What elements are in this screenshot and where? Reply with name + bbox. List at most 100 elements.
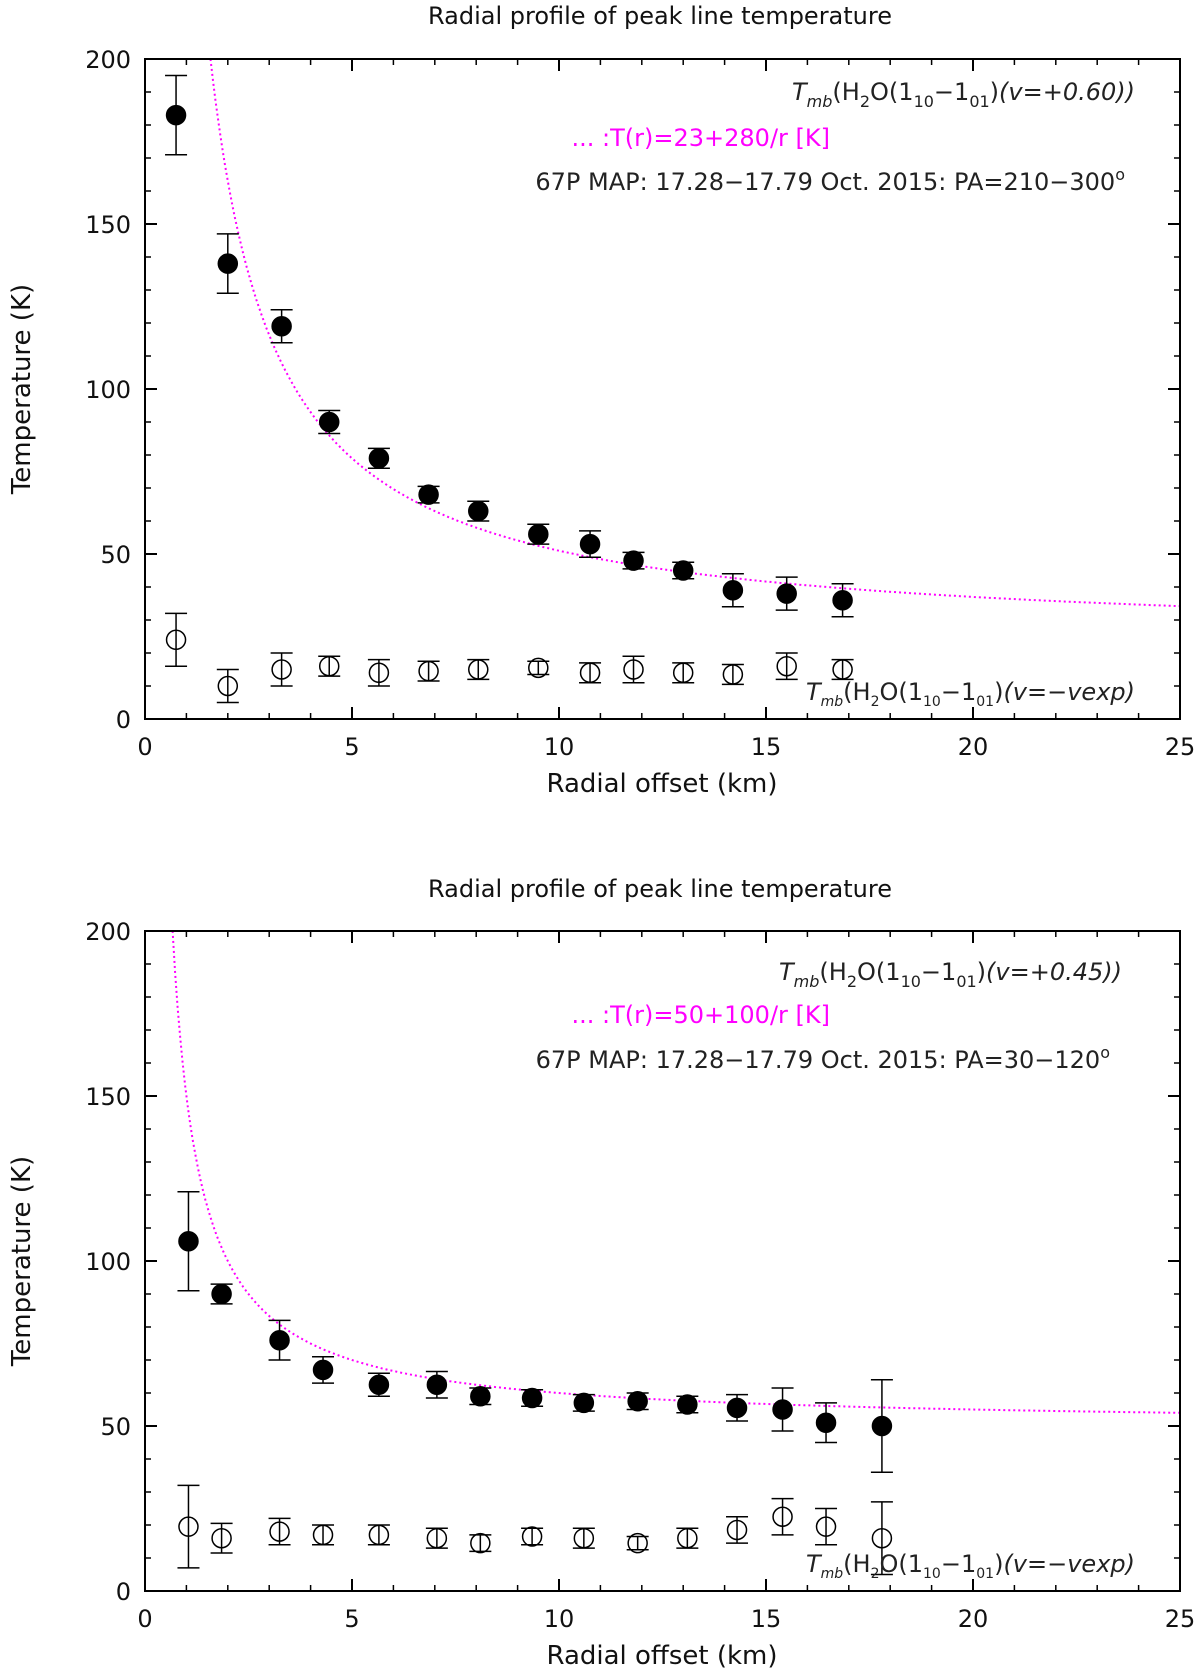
- x-tick-label: 0: [137, 733, 152, 761]
- data-point-open: [368, 662, 390, 684]
- x-tick-label: 20: [958, 1605, 989, 1633]
- data-point-filled: [871, 1415, 893, 1437]
- x-tick-label: 15: [751, 733, 782, 761]
- plot-frame: [144, 930, 1181, 1592]
- y-tick-label: 150: [85, 1083, 131, 1111]
- x-axis-label: Radial offset (km): [546, 1641, 777, 1671]
- y-tick-label: 100: [85, 376, 131, 404]
- data-point-open: [722, 664, 744, 685]
- fit-curve-layer: [209, 58, 1180, 608]
- data-point-filled: [521, 1387, 543, 1409]
- data-point-filled: [271, 316, 292, 337]
- data-point-open: [677, 1527, 698, 1549]
- y-axis-label: Temperature (K): [7, 284, 37, 495]
- y-axis-label: Temperature (K): [7, 1156, 37, 1367]
- data-point-open: [573, 1527, 595, 1549]
- data-point-filled: [815, 1412, 837, 1433]
- data-point-open: [815, 1516, 837, 1537]
- plot-frame: [144, 58, 1181, 720]
- axis-ticks: 0 5 10 15 20 25 0 50 100 150 200: [85, 46, 1195, 761]
- data-point-filled: [776, 583, 797, 604]
- data-point-filled: [677, 1394, 698, 1415]
- data-point-filled: [573, 1392, 595, 1414]
- y-tick-label: 50: [100, 1413, 131, 1441]
- x-tick-label: 10: [544, 1605, 575, 1633]
- data-point-open: [178, 1516, 199, 1537]
- data-point-open: [623, 659, 644, 680]
- data-point-open: [368, 1524, 390, 1546]
- data-point-filled: [468, 500, 489, 522]
- data-point-open: [776, 655, 797, 677]
- data-point-filled: [832, 589, 853, 611]
- data-point-filled: [368, 1374, 390, 1395]
- error-bar: [870, 1501, 893, 1576]
- fit-label: ... :T(r)=23+280/r [K]: [572, 124, 830, 152]
- data-point-open: [871, 1527, 893, 1549]
- data-point-open: [318, 655, 340, 677]
- data-point-filled: [426, 1374, 448, 1395]
- data-point-open: [211, 1527, 232, 1549]
- axis-ticks: 0 5 10 15 20 25 0 50 100 150 200: [85, 918, 1195, 1633]
- data-point-open: [418, 660, 439, 682]
- x-tick-label: 25: [1165, 733, 1196, 761]
- data-point-filled: [470, 1386, 491, 1407]
- chart-bottom: Radial profile of peak line temperature …: [7, 875, 1195, 1671]
- x-tick-label: 20: [958, 733, 989, 761]
- data-point-open: [528, 657, 549, 679]
- data-point-open: [217, 675, 239, 697]
- fit-label: ... :T(r)=50+100/r [K]: [572, 1001, 830, 1029]
- error-bar: [270, 652, 293, 687]
- y-tick-label: 0: [116, 1578, 131, 1606]
- error-bar: [216, 668, 239, 704]
- series-filled: [165, 74, 854, 618]
- data-point-filled: [318, 411, 340, 433]
- data-point-open: [627, 1532, 648, 1554]
- x-tick-label: 5: [344, 733, 359, 761]
- map-label: 67P MAP: 17.28−17.79 Oct. 2015: PA=30−12…: [536, 1043, 1110, 1074]
- data-point-filled: [528, 523, 549, 545]
- data-point-open: [468, 659, 489, 680]
- data-point-filled: [627, 1391, 648, 1412]
- series-label-bottom: Tmb(H2O(110−101)(v=−vexp): [806, 1550, 1135, 1582]
- data-point-filled: [312, 1359, 334, 1381]
- error-bar: [521, 1527, 544, 1546]
- y-tick-label: 150: [85, 211, 131, 239]
- data-point-filled: [269, 1329, 290, 1351]
- data-point-filled: [165, 104, 187, 126]
- series-filled: [177, 1190, 893, 1473]
- fit-curve: [209, 58, 1180, 608]
- error-bar: [469, 1534, 492, 1553]
- x-tick-label: 5: [344, 1605, 359, 1633]
- data-point-open: [165, 629, 187, 651]
- chart-top: Radial profile of peak line temperature …: [7, 2, 1195, 799]
- error-bar: [815, 1507, 838, 1546]
- chart-title: Radial profile of peak line temperature: [428, 2, 892, 30]
- data-point-open: [832, 659, 853, 680]
- data-point-open: [672, 662, 694, 684]
- data-point-open: [521, 1526, 543, 1547]
- data-series-layer: [177, 1190, 893, 1576]
- data-point-open: [312, 1524, 334, 1546]
- data-point-filled: [217, 253, 239, 274]
- data-point-filled: [672, 560, 694, 581]
- data-series-layer: [165, 74, 854, 704]
- series-open: [165, 612, 854, 704]
- error-bar: [177, 1484, 200, 1569]
- data-point-filled: [178, 1230, 199, 1252]
- data-point-filled: [418, 484, 439, 505]
- data-point-open: [271, 659, 292, 680]
- x-axis-label: Radial offset (km): [546, 769, 777, 799]
- data-point-open: [426, 1527, 448, 1549]
- x-tick-label: 10: [544, 733, 575, 761]
- series-open: [177, 1484, 893, 1576]
- data-point-filled: [726, 1397, 748, 1419]
- data-point-filled: [579, 533, 601, 555]
- data-point-open: [726, 1519, 748, 1541]
- error-bar: [165, 612, 188, 667]
- x-tick-label: 25: [1165, 1605, 1196, 1633]
- data-point-filled: [211, 1283, 232, 1305]
- x-tick-label: 15: [751, 1605, 782, 1633]
- y-tick-label: 50: [100, 541, 131, 569]
- data-point-open: [579, 662, 601, 684]
